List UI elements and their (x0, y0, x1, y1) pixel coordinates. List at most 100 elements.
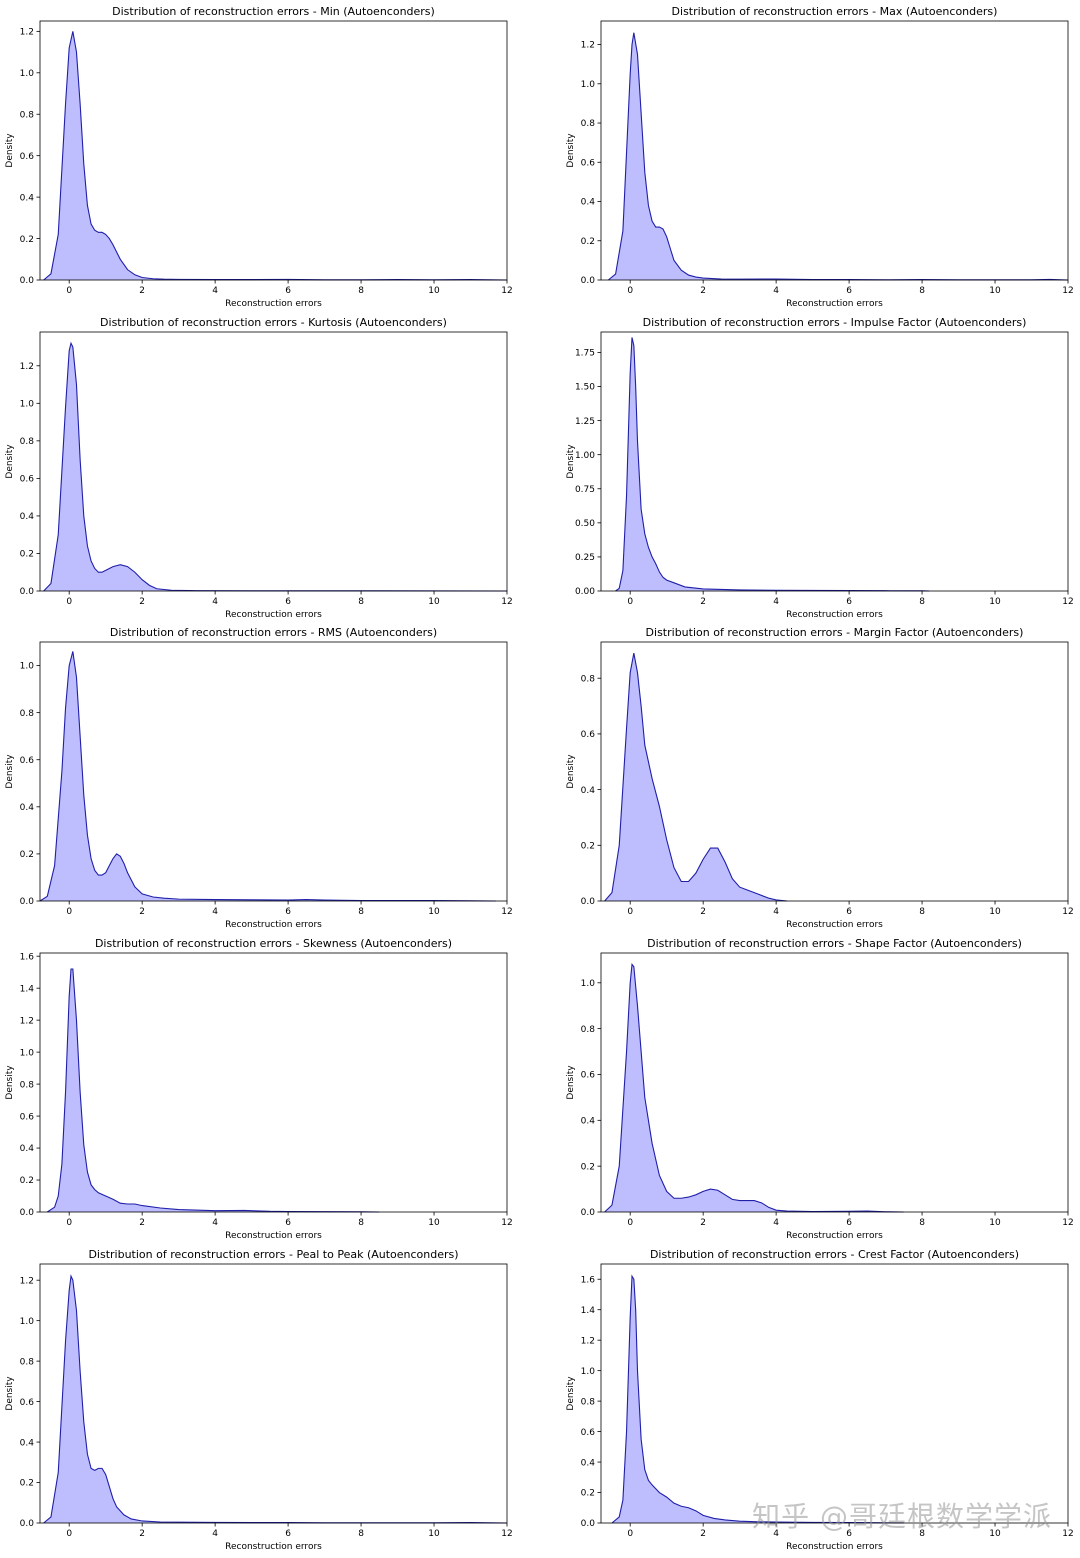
y-tick-label: 0.25 (575, 553, 595, 563)
y-tick-label: 0.4 (20, 512, 35, 522)
density-area (608, 32, 1068, 280)
y-tick-label: 1.2 (581, 41, 595, 51)
density-line (43, 1274, 508, 1524)
y-axis-label: Density (5, 444, 15, 479)
chart-title: Distribution of reconstruction errors - … (95, 937, 452, 950)
y-tick-label: 0.8 (20, 110, 35, 120)
y-tick-label: 0.6 (20, 1398, 35, 1408)
x-axis-label: Reconstruction errors (786, 1542, 883, 1552)
plot-frame (39, 1263, 508, 1524)
y-tick-label: 1.0 (581, 979, 596, 989)
x-tick-label: 0 (627, 286, 633, 296)
y-tick-label: 1.0 (581, 80, 596, 90)
density-area (43, 1276, 508, 1523)
y-tick-label: 0.6 (20, 152, 35, 162)
x-tick-label: 4 (212, 1529, 218, 1539)
x-tick-label: 2 (700, 286, 706, 296)
x-tick-label: 10 (428, 907, 440, 917)
x-tick-label: 8 (919, 1529, 925, 1539)
x-tick-label: 2 (139, 1218, 145, 1228)
x-tick-label: 2 (139, 1529, 145, 1539)
density-area (615, 337, 930, 591)
watermark-text: 知乎 @哥廷根数学学派 (752, 1500, 1052, 1533)
x-tick-label: 0 (627, 1529, 633, 1539)
y-tick-label: 0.00 (575, 587, 595, 597)
y-axis-label: Density (566, 1065, 576, 1100)
x-tick-label: 0 (627, 597, 633, 607)
y-axis-label: Density (5, 1376, 15, 1411)
y-tick-label: 0.0 (20, 587, 35, 597)
watermark: 知乎 @哥廷根数学学派 (752, 1495, 1052, 1535)
density-line (604, 963, 904, 1213)
y-tick-label: 0.0 (20, 1519, 35, 1529)
y-axis-label: Density (566, 754, 576, 789)
x-tick-label: 0 (66, 1529, 72, 1539)
y-tick-label: 0.4 (581, 198, 596, 208)
chart-title: Distribution of reconstruction errors - … (646, 626, 1024, 639)
x-axis-label: Reconstruction errors (225, 610, 322, 620)
x-tick-label: 2 (700, 597, 706, 607)
plot-frame (600, 641, 1069, 902)
chart-title: Distribution of reconstruction errors - … (110, 626, 437, 639)
y-tick-label: 0.0 (20, 897, 35, 907)
x-tick-label: 0 (627, 907, 633, 917)
plot-frame (39, 20, 508, 281)
chart-panel-1: 0 2 4 6 8 10 12 0.0 0.2 0.4 0.6 0.8 1.0 1.2 Distributi… (5, 5, 513, 309)
x-axis-label: Reconstruction errors (786, 1231, 883, 1241)
x-tick-label: 6 (285, 286, 291, 296)
y-tick-label: 1.2 (20, 362, 34, 372)
y-tick-label: 0.4 (20, 803, 35, 813)
density-area (604, 653, 788, 901)
density-area (611, 1276, 904, 1523)
x-tick-label: 4 (212, 597, 218, 607)
y-tick-label: 0.0 (581, 1519, 596, 1529)
density-line (39, 651, 497, 902)
chart-title: Distribution of reconstruction errors - … (112, 5, 435, 18)
x-tick-label: 8 (919, 597, 925, 607)
y-tick-label: 0.8 (581, 1025, 596, 1035)
y-tick-label: 0.2 (581, 842, 595, 852)
density-area (43, 343, 508, 591)
y-tick-label: 0.8 (20, 437, 35, 447)
x-tick-label: 12 (1062, 1218, 1073, 1228)
x-tick-label: 0 (66, 1218, 72, 1228)
x-tick-label: 2 (700, 1529, 706, 1539)
density-line (607, 32, 1069, 281)
y-tick-label: 1.4 (581, 1306, 596, 1316)
chart-title: Distribution of reconstruction errors - … (647, 937, 1022, 950)
x-axis-label: Reconstruction errors (225, 1542, 322, 1552)
x-tick-label: 2 (139, 597, 145, 607)
x-axis-label: Reconstruction errors (225, 920, 322, 930)
x-tick-label: 10 (428, 1529, 440, 1539)
y-tick-label: 0.6 (20, 1112, 35, 1122)
x-tick-label: 12 (501, 597, 512, 607)
y-tick-label: 1.50 (575, 383, 595, 393)
x-tick-label: 4 (212, 907, 218, 917)
x-tick-label: 10 (989, 597, 1001, 607)
chart-panel-4: 0 2 4 6 8 10 12 0.00 0.25 0.50 0.75 1.00 1.25 1.50 1.7… (566, 316, 1074, 620)
y-axis-label: Density (5, 754, 15, 789)
x-tick-label: 2 (139, 286, 145, 296)
density-line (604, 653, 788, 902)
x-axis-label: Reconstruction errors (225, 1231, 322, 1241)
x-tick-label: 12 (501, 1218, 512, 1228)
x-tick-label: 10 (989, 907, 1001, 917)
x-tick-label: 8 (358, 1529, 364, 1539)
y-tick-label: 0.8 (581, 1397, 596, 1407)
y-tick-label: 1.2 (20, 1016, 34, 1026)
chart-panel-7: 0 2 4 6 8 10 12 0.0 0.2 0.4 0.6 0.8 1.0 1.2 1.4 1.6 Dist… (5, 937, 513, 1241)
y-tick-label: 0.6 (581, 1428, 596, 1438)
x-tick-label: 10 (428, 597, 440, 607)
density-area (47, 968, 380, 1212)
chart-panel-2: 0 2 4 6 8 10 12 0.0 0.2 0.4 0.6 0.8 1.0 1.2 Distributi… (566, 5, 1074, 309)
y-tick-label: 0.2 (20, 1176, 34, 1186)
density-area (604, 964, 904, 1212)
x-tick-label: 6 (846, 597, 852, 607)
plot-frame (600, 952, 1069, 1213)
x-tick-label: 8 (358, 597, 364, 607)
chart-panel-5: 0 2 4 6 8 10 12 0.0 0.2 0.4 0.6 0.8 1.0 Distribution … (5, 626, 513, 930)
x-tick-label: 8 (919, 286, 925, 296)
y-tick-label: 0.0 (581, 897, 596, 907)
y-tick-label: 0.4 (20, 1438, 35, 1448)
